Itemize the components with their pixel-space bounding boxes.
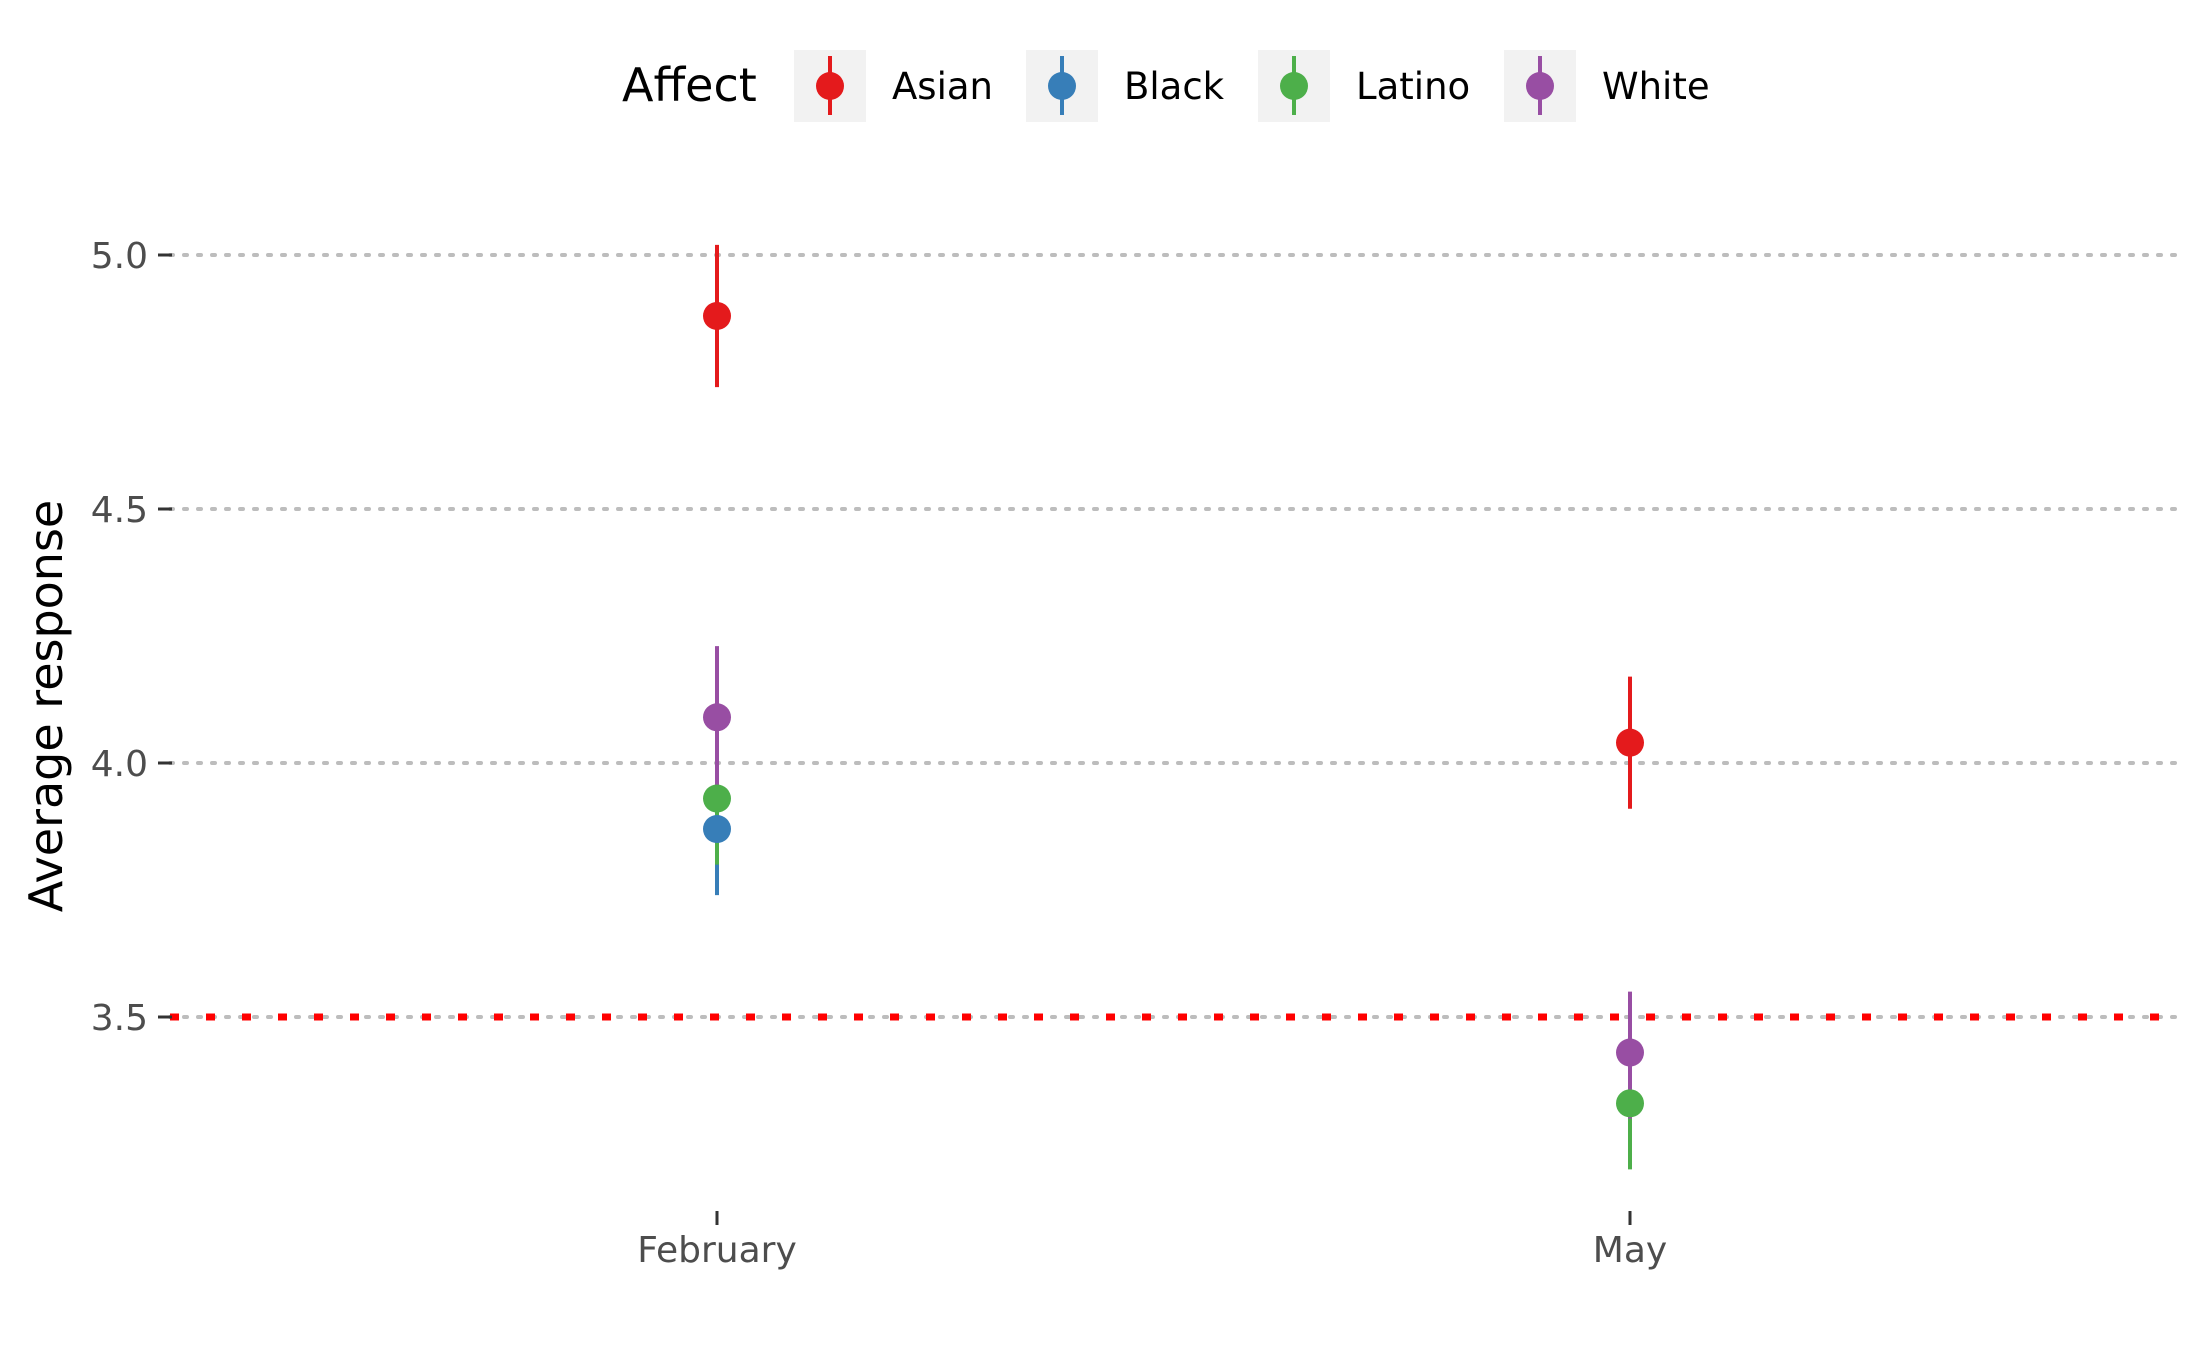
y-tick-label: 3.5 bbox=[91, 998, 148, 1039]
data-point-black bbox=[703, 815, 731, 844]
legend-key-point-white bbox=[1526, 72, 1554, 100]
legend-key-point-black bbox=[1048, 72, 1076, 100]
x-tick-label: February bbox=[637, 1230, 797, 1271]
y-axis-title: Average response bbox=[19, 500, 73, 912]
legend-label-black: Black bbox=[1124, 65, 1225, 108]
legend-title: Affect bbox=[622, 58, 757, 112]
y-tick-label: 4.0 bbox=[91, 744, 148, 785]
legend: Affect Asian Black Latino White bbox=[622, 50, 1710, 122]
y-tick-label: 4.5 bbox=[91, 490, 148, 531]
grid-layer bbox=[168, 253, 2177, 1019]
x-tick-label: May bbox=[1593, 1230, 1667, 1271]
legend-key-point-latino bbox=[1280, 72, 1308, 100]
data-point-latino bbox=[703, 784, 731, 813]
data-point-white bbox=[1616, 1038, 1644, 1067]
y-tick-label: 5.0 bbox=[91, 236, 148, 277]
legend-label-latino: Latino bbox=[1356, 65, 1470, 108]
data-point-asian bbox=[1616, 728, 1644, 757]
legend-label-asian: Asian bbox=[892, 65, 993, 108]
data-layer bbox=[703, 244, 1644, 1170]
axis-layer: 3.5 4.0 4.5 5.0 February May bbox=[91, 236, 1667, 1271]
legend-label-white: White bbox=[1602, 65, 1710, 108]
data-point-latino bbox=[1616, 1089, 1644, 1118]
data-point-asian bbox=[703, 301, 731, 330]
data-point-white bbox=[703, 703, 731, 732]
legend-key-point-asian bbox=[816, 72, 844, 100]
